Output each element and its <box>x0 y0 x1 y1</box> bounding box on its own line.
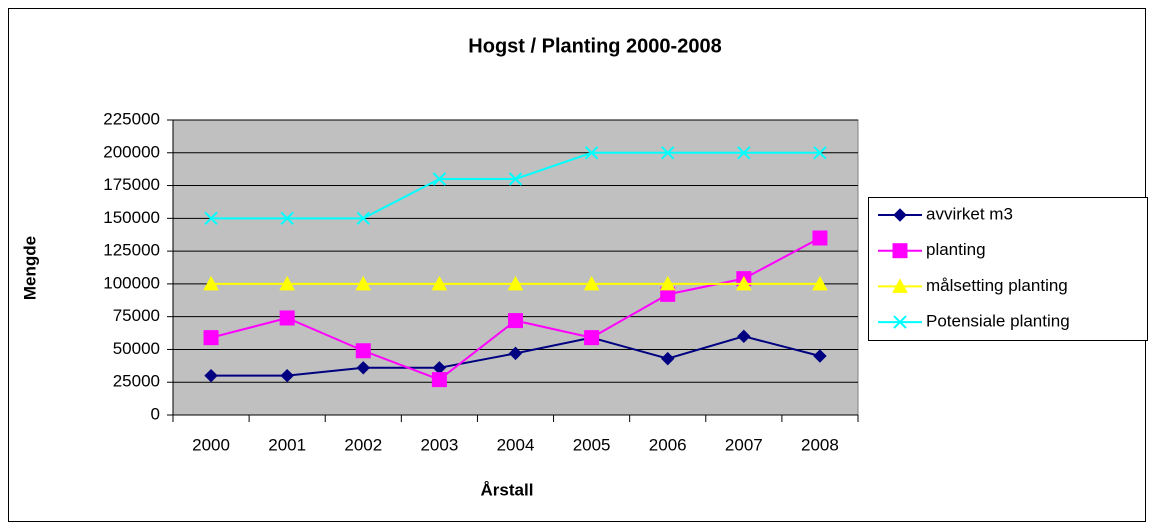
y-tick-label: 25000 <box>113 372 160 391</box>
x-axis-title: Årstall <box>481 480 534 499</box>
marker <box>432 172 447 186</box>
marker <box>735 275 752 291</box>
x-tick-label: 2001 <box>268 435 306 454</box>
x-tick-label: 2002 <box>344 435 382 454</box>
plot-area <box>172 119 859 416</box>
marker <box>431 372 447 388</box>
y-tick-label: 125000 <box>103 241 160 260</box>
marker <box>204 211 218 226</box>
legend-marker <box>893 208 907 222</box>
marker <box>203 275 219 291</box>
legend-label: målsetting planting <box>926 276 1068 295</box>
marker <box>355 343 371 359</box>
marker <box>583 275 600 291</box>
y-tick-label: 225000 <box>103 109 160 128</box>
marker <box>355 275 372 291</box>
x-tick-label: 2008 <box>801 435 839 454</box>
marker <box>356 361 370 375</box>
marker <box>813 349 827 363</box>
x-tick-label: 2007 <box>725 435 763 454</box>
marker <box>279 310 295 326</box>
x-tick-label: 2000 <box>192 435 230 454</box>
y-tick-label: 75000 <box>113 306 160 325</box>
y-tick-label: 200000 <box>103 142 160 161</box>
y-tick-label: 50000 <box>113 339 160 358</box>
marker <box>508 172 523 186</box>
y-tick-label: 100000 <box>103 273 160 292</box>
y-tick-label: 0 <box>151 404 160 423</box>
marker <box>203 330 219 346</box>
marker <box>737 146 751 160</box>
marker <box>812 275 828 291</box>
marker <box>279 275 296 291</box>
legend-marker <box>892 278 908 293</box>
marker <box>737 329 751 344</box>
marker <box>204 368 218 383</box>
x-tick-label: 2005 <box>573 435 611 454</box>
legend-label: avvirket m3 <box>926 204 1013 223</box>
x-tick-label: 2006 <box>649 435 687 454</box>
marker <box>507 275 524 291</box>
legend-marker <box>892 243 908 259</box>
x-tick-label: 2004 <box>497 435 535 454</box>
marker <box>508 346 523 361</box>
marker <box>584 330 600 346</box>
marker <box>661 351 675 366</box>
marker <box>508 313 523 329</box>
marker <box>661 146 675 160</box>
y-tick-label: 150000 <box>103 208 160 227</box>
marker <box>280 368 294 383</box>
x-tick-label: 2003 <box>420 435 458 454</box>
marker <box>584 146 599 160</box>
marker <box>280 211 294 226</box>
y-tick-label: 175000 <box>103 175 160 194</box>
marker <box>813 146 827 160</box>
marker <box>812 230 828 246</box>
marker <box>431 275 448 291</box>
legend-marker <box>893 315 907 329</box>
chart-title: Hogst / Planting 2000-2008 <box>468 35 721 57</box>
legend-label: Potensiale planting <box>926 312 1070 331</box>
y-axis-title: Mengde <box>20 236 39 300</box>
legend-label: planting <box>926 240 986 259</box>
legend-box <box>868 197 1148 341</box>
marker <box>659 275 676 291</box>
marker <box>356 211 370 226</box>
